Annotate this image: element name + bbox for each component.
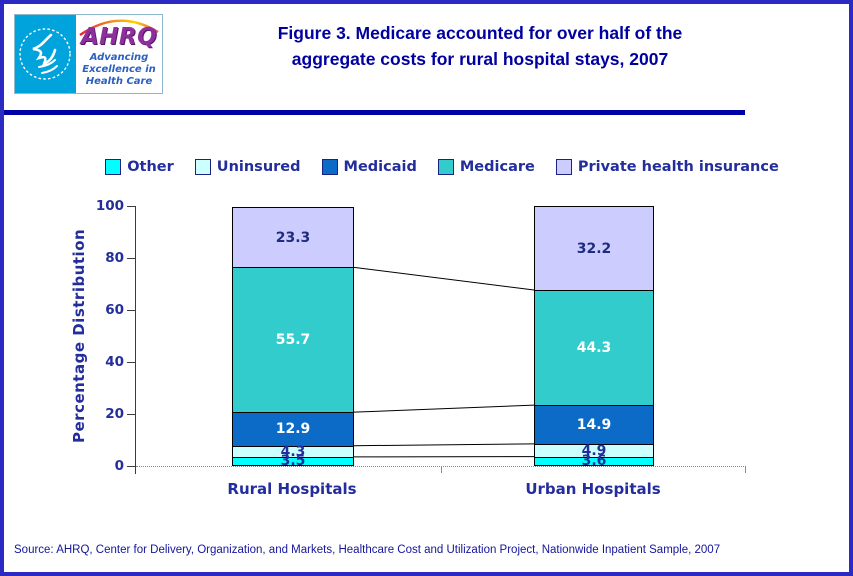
legend: Other Uninsured Medicaid Medicare Private he… — [105, 157, 779, 177]
legend-swatch-medicaid — [321, 159, 338, 175]
connector-line — [353, 443, 535, 447]
bar-value-label: 55.7 — [275, 332, 311, 349]
legend-item-uninsured: Uninsured — [194, 159, 301, 175]
tagline-line: Health Care — [85, 76, 153, 87]
bar-segment-private-health-insurance: 32.2 — [534, 206, 654, 291]
bar-value-label: 44.3 — [576, 340, 612, 357]
x-axis-category-labels: Rural Hospitals Urban Hospitals — [135, 480, 745, 500]
bar-value-label: 32.2 — [576, 240, 612, 257]
stacked-bar-rural-hospitals: 3.5 4.3 12.9 55.7 23.3 — [232, 206, 354, 470]
bar-segment-medicare: 44.3 — [534, 290, 654, 407]
y-tick-label: 60 — [105, 302, 124, 318]
page-title: Figure 3. Medicare accounted for over ha… — [169, 20, 791, 72]
legend-swatch-medicare — [437, 159, 454, 175]
page-title-line-2: aggregate costs for rural hospital stays… — [291, 49, 669, 69]
tagline-line: Advancing — [89, 52, 149, 63]
bar-segment-uninsured: 4.3 — [232, 443, 354, 460]
legend-swatch-uninsured — [194, 159, 211, 175]
legend-item-medicare: Medicare — [437, 159, 535, 175]
bar-value-label: 3.5 — [280, 453, 306, 470]
tagline-line: Excellence in — [82, 64, 156, 75]
series-connector-lines — [353, 266, 535, 458]
bar-value-label: 14.9 — [576, 417, 612, 434]
header-divider — [4, 110, 745, 115]
y-axis-title: Percentage Distribution — [70, 228, 88, 444]
hhs-eagle-icon — [19, 28, 71, 80]
legend-item-other: Other — [105, 159, 174, 175]
legend-item-medicaid: Medicaid — [321, 159, 417, 175]
y-tick-label: 80 — [105, 250, 124, 266]
page-title-line-1: Figure 3. Medicare accounted for over ha… — [277, 23, 683, 43]
legend-swatch-other — [105, 159, 122, 175]
y-tick-mark — [127, 309, 136, 311]
bar-value-label: 3.6 — [581, 453, 607, 470]
y-tick-mark — [127, 205, 136, 207]
ahrq-logo-text-panel: AHRQ Advancing Excellence in Health Care — [76, 15, 162, 93]
y-axis-tail — [135, 467, 136, 474]
y-tick-label: 0 — [114, 458, 124, 474]
bar-segment-private-health-insurance: 23.3 — [232, 206, 354, 269]
y-tick-mark — [127, 361, 136, 363]
plot-area: 0 20 40 60 80 100 3.5 4.3 12.9 55.7 23.3 3.6 4.9 14.9… — [96, 198, 746, 474]
x-tick-mark — [441, 467, 442, 473]
y-tick-label: 40 — [105, 354, 124, 370]
bar-value-label: 23.3 — [275, 229, 311, 246]
legend-label: Medicare — [459, 159, 535, 175]
bar-value-label: 4.3 — [280, 443, 306, 460]
legend-item-private-health-insurance: Private health insurance — [555, 159, 779, 175]
category-label-rural-hospitals: Rural Hospitals — [227, 480, 357, 498]
hhs-logo-panel — [15, 15, 76, 93]
y-tick-mark — [127, 465, 136, 467]
legend-label: Other — [127, 159, 174, 175]
x-tick-mark — [745, 467, 746, 473]
bar-segment-medicaid: 12.9 — [232, 412, 354, 447]
bar-segment-other: 3.5 — [232, 453, 354, 470]
ahrq-logo: AHRQ Advancing Excellence in Health Care — [14, 14, 163, 94]
connector-line — [353, 266, 535, 291]
bar-segment-uninsured: 4.9 — [534, 444, 654, 458]
legend-label: Uninsured — [216, 159, 301, 175]
stacked-bar-urban-hospitals: 3.6 4.9 14.9 44.3 32.2 — [534, 206, 654, 470]
y-tick-label: 100 — [95, 198, 124, 214]
bar-value-label: 12.9 — [275, 421, 311, 438]
rainbow-arc-icon — [79, 19, 159, 36]
y-tick-mark — [127, 413, 136, 415]
y-tick-label: 20 — [105, 406, 124, 422]
bar-segment-medicare: 55.7 — [232, 267, 354, 414]
legend-label: Medicaid — [343, 159, 417, 175]
bar-segment-other: 3.6 — [534, 453, 654, 470]
bar-segment-medicaid: 14.9 — [534, 405, 654, 445]
legend-label: Private health insurance — [577, 159, 779, 175]
source-note: Source: AHRQ, Center for Delivery, Organ… — [14, 544, 721, 556]
category-label-urban-hospitals: Urban Hospitals — [525, 480, 661, 498]
ahrq-brand-text: AHRQ — [80, 24, 158, 50]
bar-value-label: 4.9 — [581, 442, 607, 459]
y-tick-mark — [127, 257, 136, 259]
x-axis-line — [136, 466, 746, 467]
ahrq-tagline: Advancing Excellence in Health Care — [76, 52, 162, 88]
legend-swatch-private-health-insurance — [555, 159, 572, 175]
connector-line — [353, 404, 535, 413]
